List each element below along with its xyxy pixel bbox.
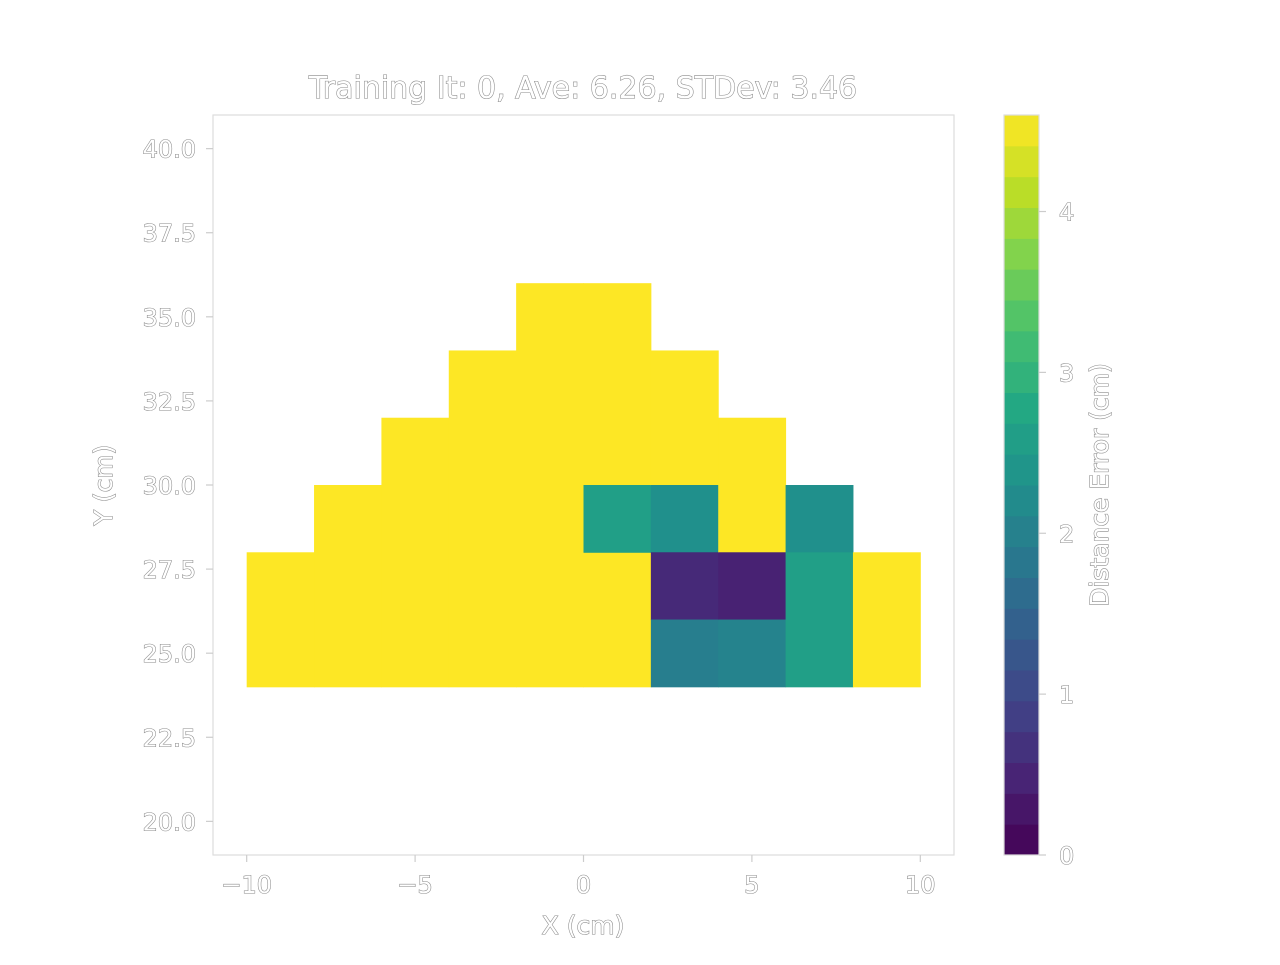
colorbar-segment — [1004, 762, 1039, 794]
heatmap-cell — [718, 619, 787, 688]
y-tick-label: 22.5 — [143, 724, 196, 752]
colorbar-tick-label: 4 — [1059, 199, 1074, 227]
heatmap-cell — [246, 552, 315, 688]
y-tick-label: 40.0 — [143, 136, 196, 164]
y-tick-label: 20.0 — [143, 808, 196, 836]
colorbar-segment — [1004, 670, 1039, 702]
colorbar-tick-label: 1 — [1059, 681, 1074, 709]
colorbar-segment — [1004, 330, 1039, 363]
heatmap-cell — [583, 485, 652, 553]
heatmap-cell — [852, 552, 921, 688]
heatmap-cell — [718, 552, 787, 621]
y-tick-label: 32.5 — [143, 388, 196, 416]
colorbar-segment — [1004, 269, 1039, 301]
heatmap-cell — [583, 552, 652, 688]
colorbar-segment — [1004, 824, 1039, 856]
colorbar-segment — [1004, 145, 1039, 178]
y-axis-label: Y (cm) — [89, 445, 118, 527]
heatmap-cell — [718, 417, 787, 553]
colorbar-segment — [1004, 546, 1039, 578]
colorbar-tick-label: 0 — [1059, 842, 1074, 870]
colorbar-frame — [1003, 114, 1040, 856]
y-tick-label: 25.0 — [143, 640, 196, 668]
colorbar-tick-label: 2 — [1059, 520, 1074, 548]
x-axis-label: X (cm) — [542, 911, 625, 940]
heatmap-cell — [785, 552, 854, 688]
colorbar-segment — [1004, 176, 1039, 208]
x-tick-label: 10 — [905, 871, 936, 899]
heatmap-cells — [246, 283, 921, 688]
colorbar-tick-label: 3 — [1059, 359, 1074, 387]
colorbar-segment — [1004, 485, 1039, 517]
heatmap-cell — [448, 350, 517, 688]
colorbar-segment — [1004, 454, 1039, 486]
chart-title: Training It: 0, Ave: 6.26, STDev: 3.46 — [308, 71, 857, 106]
colorbar-segment — [1004, 515, 1039, 548]
colorbar-segment — [1004, 207, 1039, 239]
y-tick-label: 35.0 — [143, 304, 196, 332]
colorbar-segment — [1004, 423, 1039, 455]
colorbar-segment — [1004, 361, 1039, 393]
y-tick-label: 30.0 — [143, 472, 196, 500]
heatmap-cell — [785, 485, 854, 553]
colorbar-segment — [1004, 700, 1039, 733]
x-tick-label: 5 — [744, 871, 759, 899]
heatmap-cell — [381, 417, 450, 688]
heatmap-cell — [516, 283, 584, 688]
heatmap-cell — [650, 485, 719, 553]
colorbar-segment — [1004, 639, 1039, 671]
heatmap-cell — [314, 485, 382, 688]
colorbar-label: Distance Error (cm) — [1085, 363, 1114, 607]
colorbar-segment — [1004, 115, 1039, 147]
colorbar-segment — [1004, 608, 1039, 640]
colorbar-segment — [1004, 577, 1039, 609]
x-tick-label: −10 — [221, 871, 272, 899]
heatmap-cell — [650, 619, 719, 688]
colorbar-segment — [1004, 238, 1039, 270]
y-axis: 20.0 22.5 25.0 27.5 30.0 32.5 35.0 37.5 40.0 — [142, 135, 213, 837]
colorbar-segment — [1004, 793, 1039, 825]
heatmap-cell — [650, 552, 719, 621]
y-tick-label: 37.5 — [143, 220, 196, 248]
x-axis: −10 −5 0 5 10 — [221, 855, 936, 900]
colorbar-segment — [1004, 392, 1039, 424]
x-tick-label: −5 — [397, 871, 432, 899]
x-tick-label: 0 — [576, 871, 591, 899]
heatmap-cell — [650, 350, 719, 486]
y-tick-label: 27.5 — [143, 556, 196, 584]
colorbar-segment — [1004, 300, 1039, 332]
colorbar-segment — [1004, 731, 1039, 763]
colorbar: 0 1 2 3 4 — [1003, 114, 1075, 871]
